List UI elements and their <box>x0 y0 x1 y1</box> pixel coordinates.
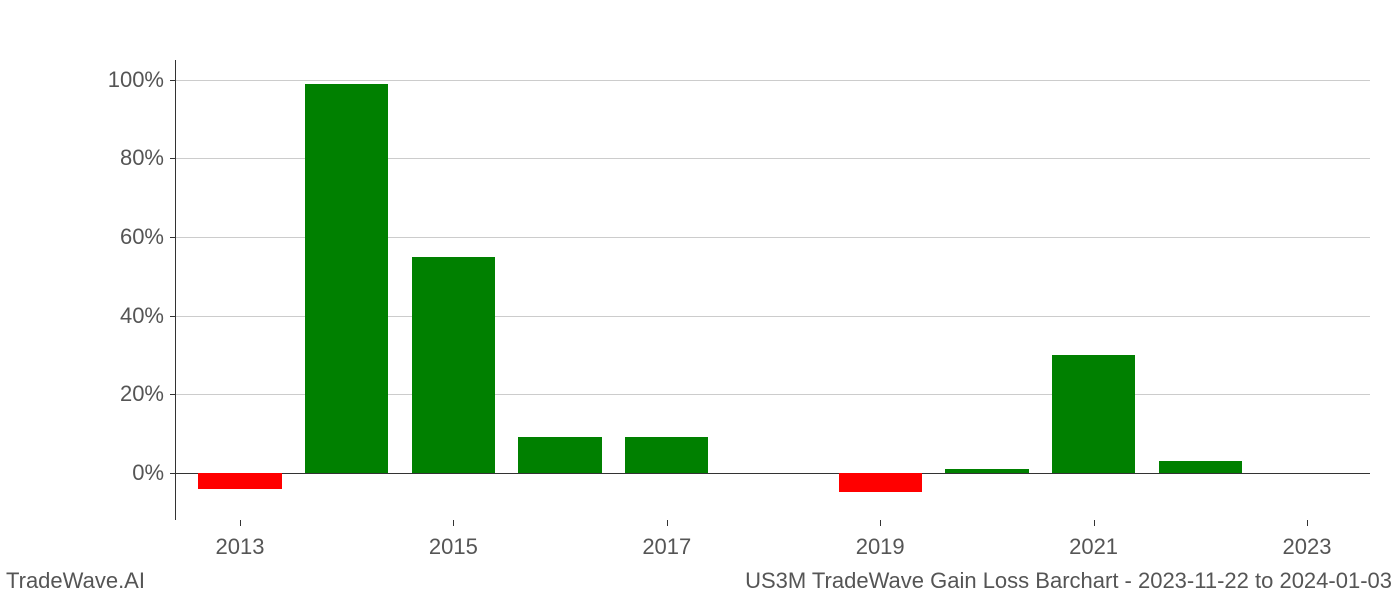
bar-2013 <box>198 473 281 489</box>
ytick-label: 0% <box>132 460 164 486</box>
ytick-mark <box>170 158 176 159</box>
plot-area: 0%20%40%60%80%100%2013201520172019202120… <box>175 60 1370 520</box>
bar-2019 <box>839 473 922 493</box>
gridline <box>176 80 1370 81</box>
xtick-label: 2015 <box>429 534 478 560</box>
ytick-label: 100% <box>108 67 164 93</box>
ytick-label: 40% <box>120 303 164 329</box>
ytick-mark <box>170 316 176 317</box>
ytick-mark <box>170 237 176 238</box>
bar-2017 <box>625 437 708 472</box>
ytick-label: 60% <box>120 224 164 250</box>
xtick-label: 2017 <box>642 534 691 560</box>
footer-brand: TradeWave.AI <box>6 568 145 594</box>
gain-loss-barchart: 0%20%40%60%80%100%2013201520172019202120… <box>175 60 1370 520</box>
bar-2022 <box>1159 461 1242 473</box>
xtick-mark <box>667 520 668 526</box>
xtick-label: 2021 <box>1069 534 1118 560</box>
ytick-label: 20% <box>120 381 164 407</box>
bar-2014 <box>305 84 388 473</box>
bar-2021 <box>1052 355 1135 473</box>
xtick-label: 2019 <box>856 534 905 560</box>
bar-2020 <box>945 469 1028 473</box>
baseline <box>176 473 1370 474</box>
xtick-label: 2013 <box>216 534 265 560</box>
footer-caption: US3M TradeWave Gain Loss Barchart - 2023… <box>745 568 1392 594</box>
xtick-mark <box>1094 520 1095 526</box>
ytick-mark <box>170 80 176 81</box>
xtick-mark <box>453 520 454 526</box>
bar-2016 <box>518 437 601 472</box>
xtick-mark <box>240 520 241 526</box>
xtick-label: 2023 <box>1282 534 1331 560</box>
ytick-label: 80% <box>120 145 164 171</box>
ytick-mark <box>170 394 176 395</box>
bar-2015 <box>412 257 495 473</box>
ytick-mark <box>170 473 176 474</box>
xtick-mark <box>1307 520 1308 526</box>
xtick-mark <box>880 520 881 526</box>
